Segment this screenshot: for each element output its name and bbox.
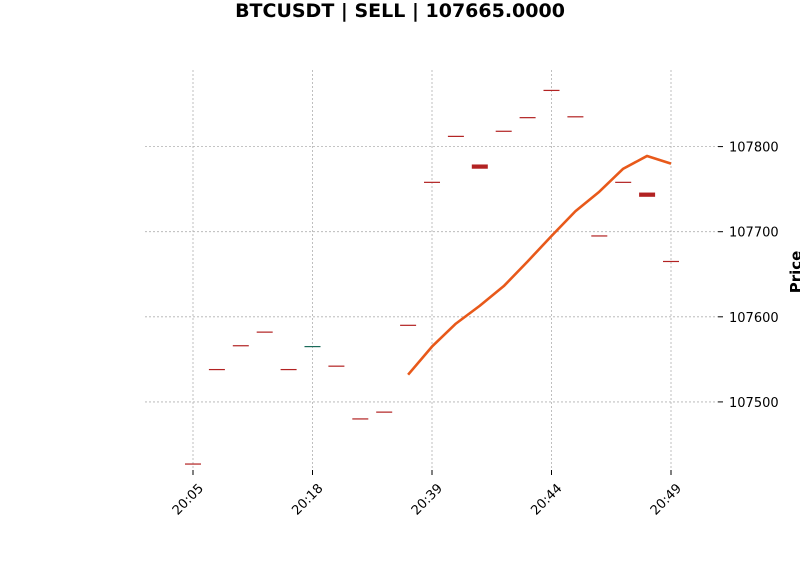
x-tick-label: 20:05 bbox=[170, 481, 207, 518]
candle bbox=[447, 135, 464, 137]
x-tick-label: 20:18 bbox=[289, 481, 326, 518]
y-tick-label: 107700 bbox=[729, 226, 779, 241]
candle bbox=[471, 164, 488, 169]
candle bbox=[424, 181, 440, 183]
series-line bbox=[407, 154, 672, 376]
candle bbox=[185, 463, 201, 465]
candle bbox=[208, 368, 225, 371]
candle bbox=[280, 368, 297, 371]
x-tick-label: 20:39 bbox=[409, 481, 446, 518]
candle bbox=[376, 411, 393, 413]
grid-layer bbox=[145, 70, 718, 470]
y-tick-label: 107800 bbox=[729, 141, 779, 156]
candle bbox=[591, 235, 608, 237]
candle bbox=[400, 324, 417, 326]
candle bbox=[615, 181, 632, 183]
candle-layer bbox=[185, 89, 679, 465]
candle bbox=[304, 345, 321, 348]
candle bbox=[232, 345, 249, 347]
axis-layer: 107500 107600 107700 107800 20:05 20:18 20:39 2… bbox=[170, 141, 779, 519]
candle bbox=[352, 418, 369, 420]
y-tick-label: 107500 bbox=[729, 396, 779, 411]
candle bbox=[639, 192, 656, 197]
x-tick-label: 20:49 bbox=[648, 481, 685, 518]
y-tick-label: 107600 bbox=[729, 311, 779, 326]
candle bbox=[256, 331, 273, 333]
candle bbox=[543, 89, 560, 92]
x-tick-label: 20:44 bbox=[528, 481, 565, 518]
chart-title: BTCUSDT | SELL | 107665.0000 bbox=[235, 0, 565, 22]
line-layer bbox=[407, 154, 672, 376]
y-axis-label: Price bbox=[787, 251, 800, 294]
candle bbox=[519, 117, 536, 119]
candle bbox=[663, 260, 679, 263]
candle bbox=[495, 130, 512, 132]
candle bbox=[328, 365, 345, 367]
candle bbox=[567, 116, 584, 118]
